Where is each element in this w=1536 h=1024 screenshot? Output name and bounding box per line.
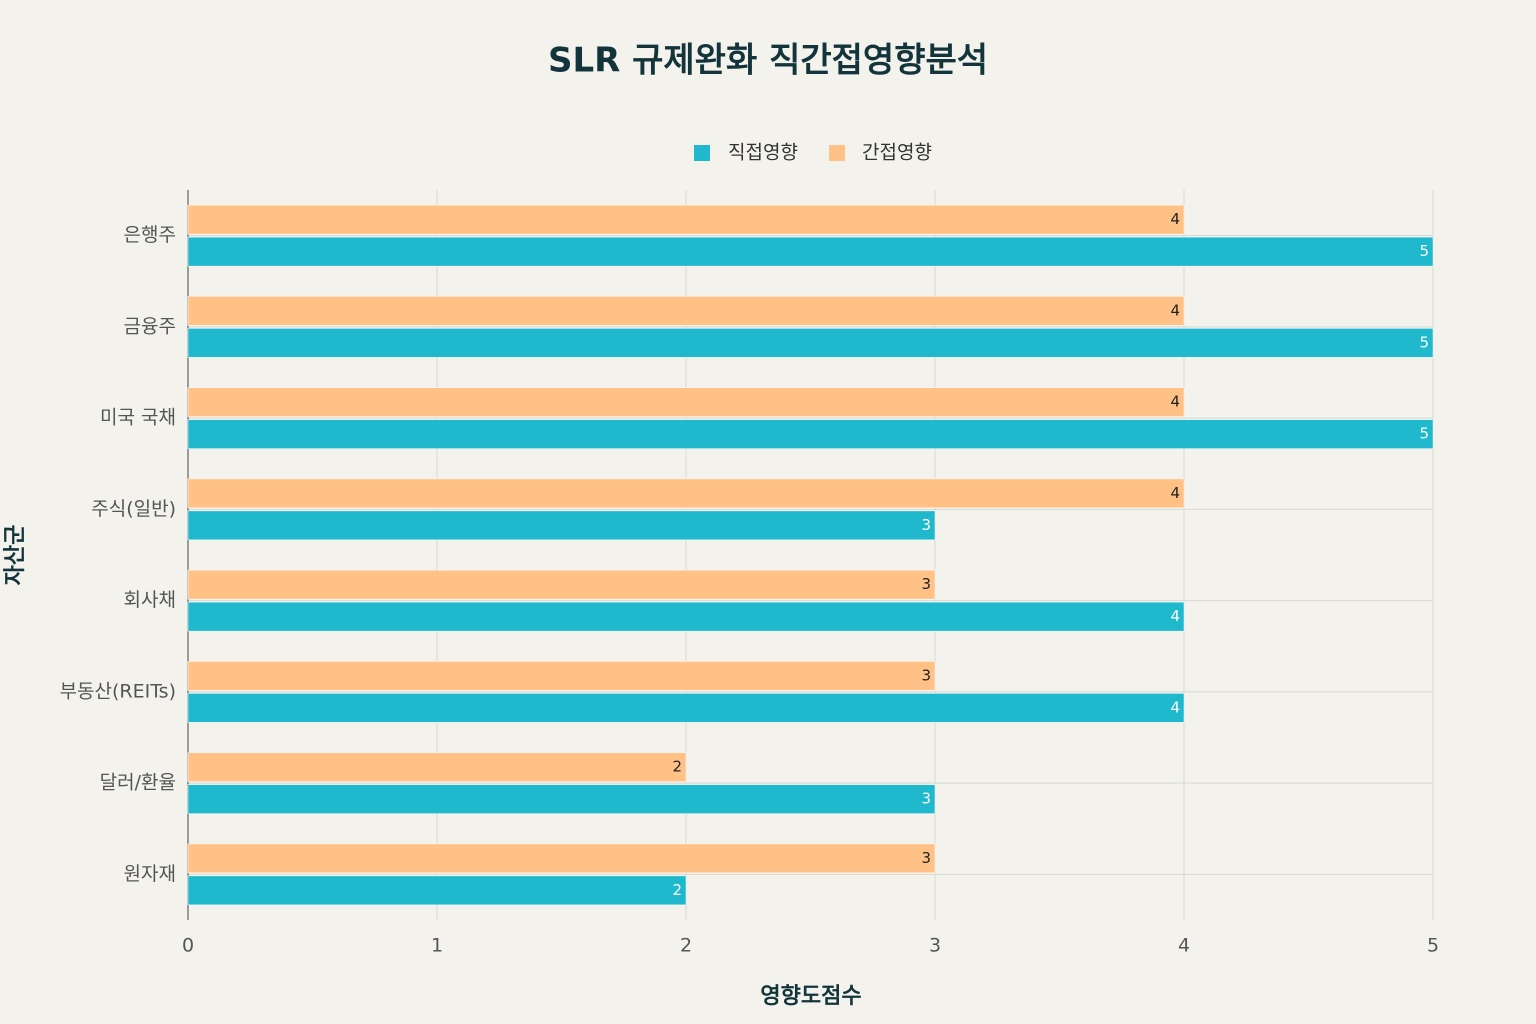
x-tick-label: 2 [680, 935, 692, 957]
y-tick-label: 회사채 [124, 589, 176, 611]
x-tick-label: 1 [431, 935, 443, 957]
bar [187, 296, 1185, 326]
y-tick-label: 달러/환율 [100, 772, 176, 794]
legend-swatch [694, 145, 710, 161]
x-tick-label: 3 [929, 935, 941, 957]
data-label: 4 [1170, 484, 1180, 502]
data-label: 4 [1170, 393, 1180, 411]
bar [187, 204, 1185, 235]
y-axis-title: 자산군 [3, 525, 28, 586]
legend-text: 간접영향 [862, 142, 932, 164]
y-tick-label: 미국 국채 [100, 407, 176, 429]
data-label: 5 [1419, 333, 1429, 351]
data-label: 3 [921, 666, 931, 684]
x-tick-label: 0 [182, 935, 194, 957]
data-label: 2 [672, 881, 682, 899]
bar [187, 601, 1185, 632]
chart-title: SLR 규제완화 직간접영향분석 [548, 41, 988, 81]
data-label: 5 [1419, 242, 1429, 260]
bar [187, 752, 687, 782]
legend-swatch [829, 145, 845, 161]
bar [187, 569, 936, 600]
data-label: 5 [1419, 425, 1429, 443]
data-label: 4 [1170, 607, 1180, 625]
bar [187, 419, 1434, 449]
bar [187, 510, 936, 541]
data-label: 3 [921, 790, 931, 808]
data-label: 3 [921, 516, 931, 534]
bar [187, 843, 936, 874]
legend-text: 직접영향 [728, 142, 798, 164]
data-label: 4 [1170, 698, 1180, 716]
y-tick-label: 원자재 [124, 863, 176, 885]
bar [187, 387, 1185, 417]
x-axis-title: 영향도점수 [760, 984, 861, 1009]
data-label: 2 [672, 758, 682, 776]
bar [187, 236, 1434, 267]
x-tick-label: 4 [1178, 935, 1190, 957]
data-label: 3 [921, 575, 931, 593]
y-tick-label: 부동산(REITs) [60, 680, 176, 702]
x-tick-label: 5 [1427, 935, 1439, 957]
bar [187, 478, 1185, 509]
bar [187, 661, 936, 691]
bar [187, 784, 936, 814]
y-tick-label: 주식(일반) [91, 498, 176, 520]
data-label: 3 [921, 849, 931, 867]
data-label: 4 [1170, 301, 1180, 319]
y-tick-label: 은행주 [124, 224, 176, 246]
bar [187, 693, 1185, 723]
data-label: 4 [1170, 210, 1180, 228]
bar [187, 328, 1434, 358]
bar [187, 875, 687, 906]
y-tick-label: 금융주 [124, 315, 176, 337]
